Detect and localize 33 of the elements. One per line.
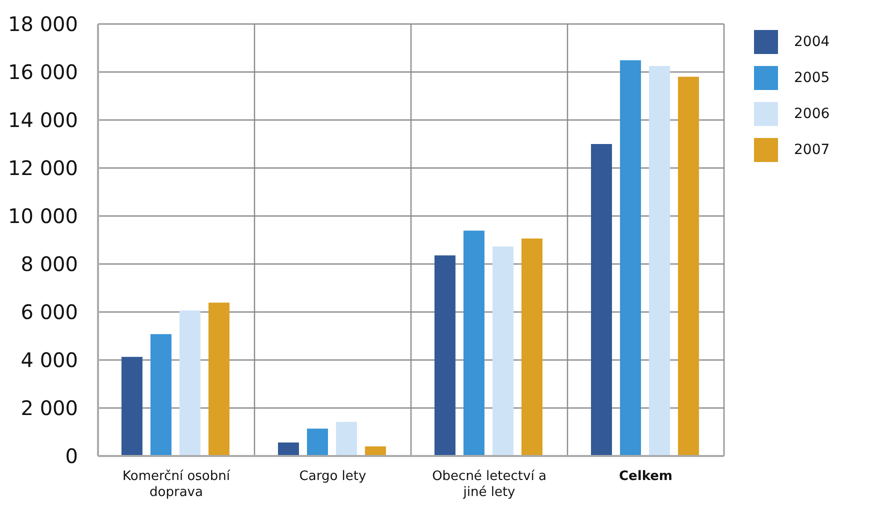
y-tick-label: 6 000 <box>20 300 78 324</box>
legend-label: 2006 <box>794 106 830 122</box>
x-tick-label: Komerční osobní doprava <box>122 469 230 500</box>
bar <box>306 428 328 456</box>
bar <box>121 356 142 456</box>
x-tick-label: Obecné letectví a jiné lety <box>432 469 546 500</box>
legend-label: 2005 <box>794 70 830 86</box>
bar <box>434 255 456 456</box>
bar <box>278 442 299 456</box>
bar <box>492 246 514 456</box>
y-tick-label: 8 000 <box>20 252 78 276</box>
bar <box>179 310 200 456</box>
bar <box>620 60 641 456</box>
bar <box>521 238 542 456</box>
y-tick-label: 2 000 <box>20 396 78 420</box>
y-tick-label: 0 <box>65 444 78 468</box>
bar <box>590 144 612 456</box>
legend-label: 2007 <box>794 142 830 158</box>
x-tick-label: Celkem <box>619 469 672 484</box>
legend-label: 2004 <box>794 34 830 50</box>
bar <box>648 66 670 456</box>
bar <box>678 76 699 456</box>
y-tick-label: 4 000 <box>20 348 78 372</box>
bar <box>463 230 484 456</box>
y-tick-label: 16 000 <box>8 60 78 84</box>
bar <box>208 302 230 456</box>
bar <box>150 334 172 456</box>
y-tick-label: 14 000 <box>8 108 78 132</box>
x-tick-label: Cargo lety <box>299 469 366 484</box>
y-tick-label: 18 000 <box>8 12 78 36</box>
bar <box>336 422 357 456</box>
y-tick-label: 10 000 <box>8 204 78 228</box>
y-tick-label: 12 000 <box>8 156 78 180</box>
